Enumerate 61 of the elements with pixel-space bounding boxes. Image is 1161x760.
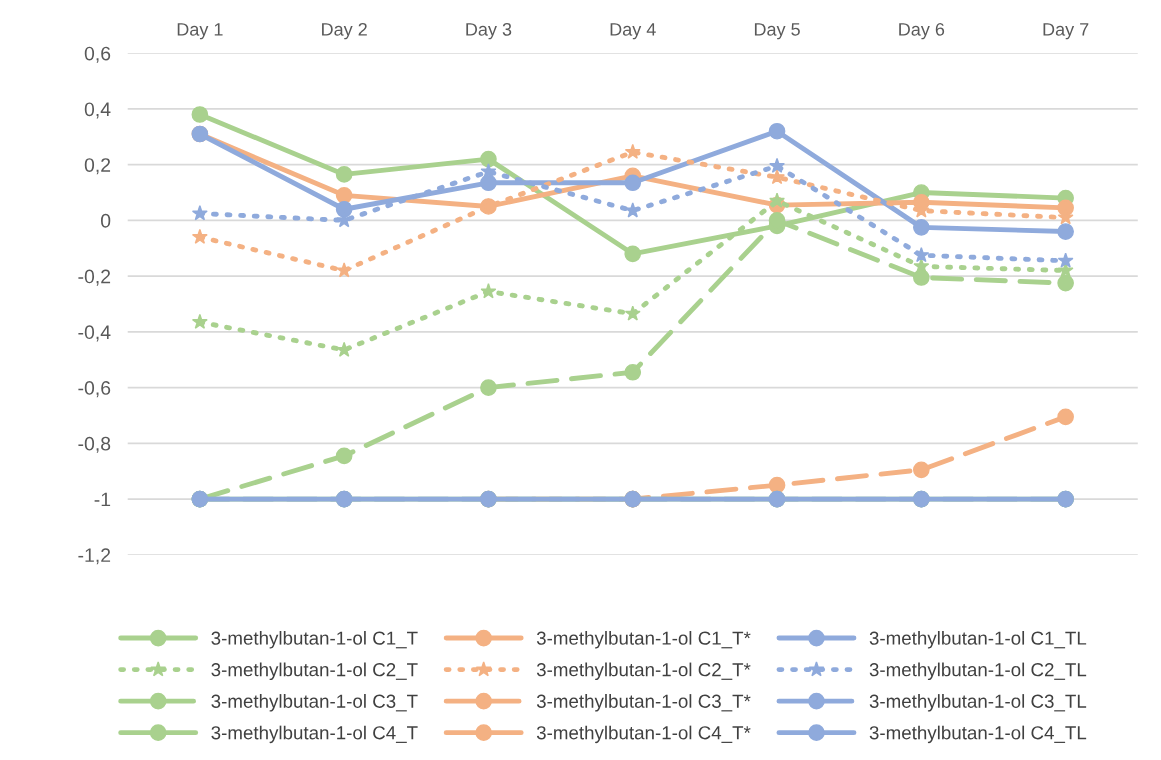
point <box>624 245 642 263</box>
y-tick-label: -1 <box>94 492 111 507</box>
x-tick-label: Day 3 <box>466 22 512 40</box>
point <box>335 186 353 204</box>
point <box>335 166 353 183</box>
point <box>769 192 786 208</box>
point <box>913 219 930 236</box>
x-tick-label: Day 6 <box>899 22 945 40</box>
point <box>191 205 208 221</box>
legend-label: 3-methylbutan-1-ol C4_T <box>211 725 418 744</box>
legend-label: 3-methylbutan-1-ol C4_TL <box>869 725 1087 744</box>
x-tick-label: Day 7 <box>1043 23 1089 40</box>
point <box>335 200 353 218</box>
legend-label: 3-methylbutan-1-ol C2_T* <box>536 662 751 681</box>
y-tick-label: 0,2 <box>84 158 111 175</box>
legend-label: 3-methylbutan-1-ol C1_T* <box>536 631 751 649</box>
point <box>624 305 641 321</box>
point <box>335 447 353 465</box>
point <box>1057 252 1074 268</box>
legend-label: 3-methylbutan-1-ol C4_T* <box>536 725 751 744</box>
legend-label: 3-methylbutan-1-ol C3_TL <box>869 694 1087 712</box>
point <box>624 363 642 381</box>
legend-label: 3-methylbutan-1-ol C2_T <box>211 662 418 681</box>
legend-label: 3-methylbutan-1-ol C1_T <box>211 631 418 649</box>
point <box>1057 408 1074 426</box>
point <box>336 262 353 278</box>
point <box>336 341 353 357</box>
legend-label: 3-methylbutan-1-ol C3_T <box>211 694 418 712</box>
point <box>913 246 930 263</box>
y-tick-label: -0,4 <box>78 325 111 342</box>
point <box>913 269 930 286</box>
point <box>480 283 497 299</box>
point <box>768 476 786 494</box>
point <box>1057 223 1074 240</box>
y-tick-label: -0,2 <box>78 269 111 286</box>
y-tick-label: -0,8 <box>78 436 111 453</box>
y-tick-label: 0 <box>100 213 111 228</box>
point <box>1057 274 1074 292</box>
x-tick-label: Day 5 <box>754 23 800 40</box>
y-tick-label: 0,4 <box>84 102 111 119</box>
y-tick-label: 0,6 <box>84 46 111 63</box>
point <box>768 122 786 140</box>
point <box>191 313 208 329</box>
y-tick-label: -0,6 <box>78 381 111 398</box>
point <box>624 143 641 160</box>
legend-label: 3-methylbutan-1-ol C2_TL <box>869 662 1087 681</box>
x-tick-label: Day 2 <box>322 22 367 40</box>
legend-label: 3-methylbutan-1-ol C3_T* <box>536 694 751 712</box>
legend-label: 3-methylbutan-1-ol C1_TL <box>869 631 1087 649</box>
point <box>913 461 930 479</box>
point <box>480 163 497 179</box>
x-tick-label: Day 4 <box>610 23 656 40</box>
point <box>191 228 208 244</box>
point <box>480 174 497 192</box>
point <box>624 174 642 192</box>
point <box>480 150 497 168</box>
point <box>769 157 786 173</box>
point <box>480 379 497 396</box>
y-tick-label: -1,2 <box>78 548 111 565</box>
point <box>191 106 209 123</box>
x-tick-label: Day 1 <box>177 23 223 40</box>
